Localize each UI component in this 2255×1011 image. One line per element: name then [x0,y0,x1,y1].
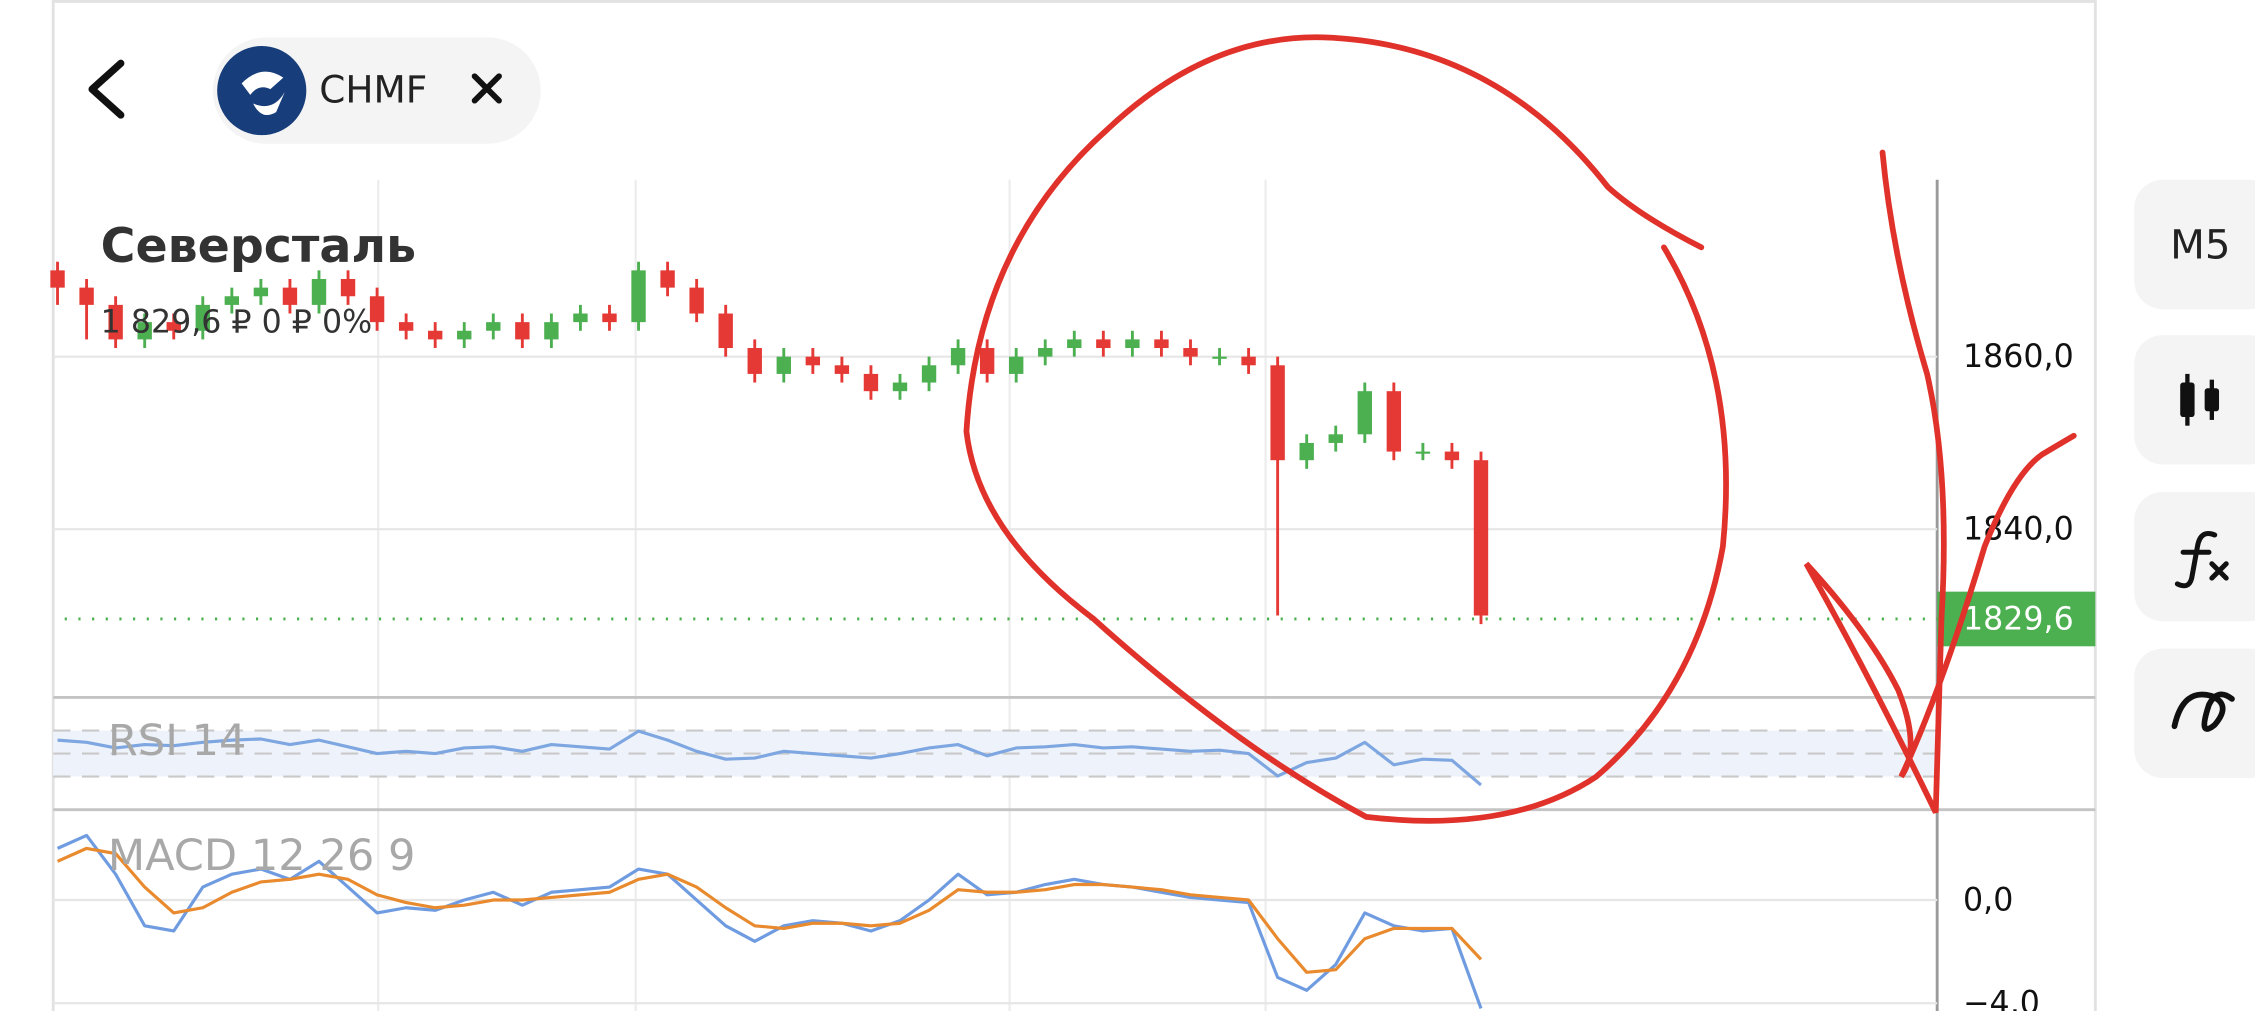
logo-mark [241,71,285,116]
candle-body [1096,339,1111,349]
candle-body [427,330,443,340]
candle-body [950,348,966,366]
indicator-line [56,833,1483,1009]
timeframe-label: M5 [2170,222,2230,268]
candle-body [369,296,385,323]
candle-body [1328,434,1343,443]
candle-body [457,330,472,340]
candle-body [1154,339,1169,349]
annotation-circle [963,34,1729,824]
back-button[interactable] [88,59,125,119]
candle-body [1008,356,1024,374]
last-price-label: 1829,6 [1963,601,2074,637]
candle-body [253,287,269,297]
ticker-label: CHMF [319,68,427,112]
candle-body [137,322,152,340]
candle-body [805,356,821,366]
candle-body [1183,348,1198,357]
instrument-name: Северсталь [101,219,417,274]
rsi-label: RSI 14 [108,716,247,766]
annotations [963,34,2077,824]
candle-body [892,382,908,392]
candle-body [1241,356,1256,366]
candle-body [573,313,588,323]
price-summary: 1 829,6 ₽ 0 ₽ 0% [101,305,372,341]
candle-body [224,296,240,305]
candle-body [602,313,617,323]
candle-body [1473,460,1489,616]
fx-icon [2174,531,2229,589]
candle-body [311,278,327,305]
candle-body [340,278,356,297]
candle-body [195,304,210,331]
candle-body [1038,348,1053,357]
y-tick-label: 0,0 [1963,882,2013,918]
indicator-line [56,846,1483,974]
y-tick-label: −4,0 [1963,986,2040,1011]
annotation-check [1803,149,2077,814]
candle-body [486,322,501,331]
candle-body [776,356,791,374]
drawing-button[interactable] [2134,648,2255,779]
candle-body [747,348,762,374]
candle-body [282,287,298,305]
candle-body [1415,451,1431,454]
candles-icon [2180,373,2220,426]
candle-body [1386,391,1402,452]
candle-body [1125,339,1140,349]
candle-body [718,313,733,349]
candle-body [660,270,675,288]
candle-body [834,365,850,374]
candle-body [1299,442,1314,461]
candle-body [1270,365,1285,461]
candle-body [79,287,94,305]
candle-body [921,365,937,383]
candle-body [515,322,530,340]
y-tick-label: 1860,0 [1963,339,2074,375]
candle-body [1212,356,1227,359]
candle-body [631,270,646,323]
timeframe-button[interactable] [2134,179,2255,310]
candle-body [1444,451,1460,461]
y-tick-label: 1840,0 [1963,512,2074,548]
chart-type-button[interactable] [2134,335,2255,465]
candle-body [544,322,559,340]
candle-body [1357,391,1372,435]
candle-body [979,348,995,374]
candle-body [1067,339,1082,349]
macd-label: MACD 12 26 9 [108,831,416,881]
plot-layer: 1860,0 1840,0 1829,6 0,0 −4,0 [50,261,2096,1011]
candle-body [166,322,181,331]
candle-body [689,287,704,314]
ticker-logo [217,46,307,136]
close-ticker[interactable] [471,73,502,104]
candle-body [50,270,65,288]
candle-body [863,373,879,392]
drawing-icon [2171,691,2235,732]
candle-body [108,304,123,340]
indicator-line [57,729,1483,787]
candle-body [398,322,414,331]
